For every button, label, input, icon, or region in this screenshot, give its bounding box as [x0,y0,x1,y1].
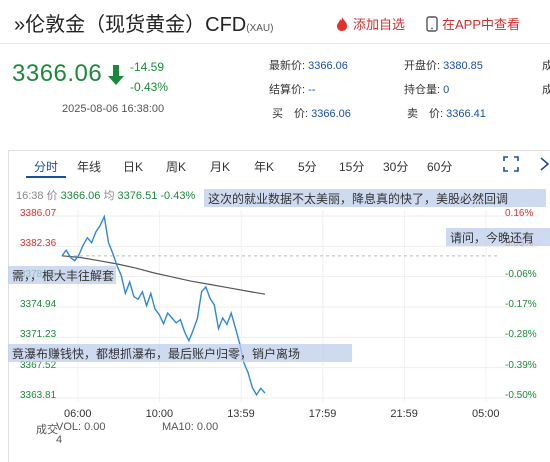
price-change: -14.59 [130,60,165,74]
y-axis-label-right: -0.06% [505,268,537,280]
y-axis-label-left: 3367.52 [20,359,57,371]
tab-weekly-k[interactable]: 周K [166,160,187,174]
info-settle-price: 结算价: -- [269,84,316,96]
y-axis-label-left: 3382.36 [20,238,57,250]
tab-30min[interactable]: 30分 [383,160,409,174]
y-axis-label-right: -0.17% [505,299,537,310]
vol-value: VOL: 0.00 [56,421,106,433]
last-price: 3366.06 [12,60,103,87]
x-axis-label: 13:59 [227,408,255,420]
y-axis-label-right: -0.39% [505,359,537,371]
y-axis-label-left: 3386.07 [20,208,57,219]
tab-daily-k[interactable]: 日K [123,160,144,174]
info-open-interest: 持仓量: 0 [404,84,450,96]
fullscreen-icon[interactable] [503,156,519,172]
arrow-down-icon [108,65,124,85]
tab-year-line[interactable]: 年线 [77,160,102,174]
x-axis-label: 06:00 [64,408,92,420]
fire-icon [337,16,347,31]
x-axis-label: 17:59 [308,408,337,420]
price-change-pct: -0.43% [130,80,169,94]
y-axis-label-left: 3363.81 [20,390,57,401]
y-axis-label-right: 0.16% [505,208,534,219]
info-col3-row1: 成 [542,60,550,72]
open-in-app-button[interactable]: 在APP中查看 [426,14,520,33]
instrument-title: »伦敦金（现货黄金）CFD(XAU) [14,14,274,36]
danmaku-comment: 请问，今晚还有 [446,228,550,246]
chart-panel [8,150,550,462]
volume-count: 4 [56,434,63,446]
danmaku-comment: 这次的就业数据不太美丽，降息真的快了，美股必然回调 [204,189,546,207]
info-bid-price: 买 价: 3366.06 [272,108,351,120]
volume-label: 成交 [36,424,58,436]
x-axis-label: 05:00 [472,408,500,420]
chevron-right-icon[interactable] [538,156,550,172]
chart-legend: 16:38 价 3366.06 均 3376.51 -0.43% [16,190,196,202]
y-axis-label-left: 3374.94 [20,299,57,310]
info-last-price: 最新价: 3366.06 [269,60,348,72]
tab-15min[interactable]: 15分 [339,160,365,174]
active-tab-underline [26,176,66,178]
average-price-line [61,255,266,295]
tab-intraday[interactable]: 分时 [34,160,59,174]
phone-icon [426,15,438,32]
quote-datetime: 2025-08-06 16:38:00 [62,103,165,115]
danmaku-comment: 需，，根大丰往解套 [8,266,116,284]
y-axis-label-right: -0.28% [505,329,537,341]
tab-monthly-k[interactable]: 月K [210,160,231,174]
info-col3-row2: 成 [542,84,550,96]
info-ask-price: 卖 价: 3366.41 [407,108,486,120]
info-open-price: 开盘价: 3380.85 [404,60,483,72]
tab-yearly-k[interactable]: 年K [254,160,275,174]
y-axis-label-right: -0.50% [505,390,537,401]
y-axis-label-left: 3371.23 [20,329,57,341]
price-line [61,214,266,397]
ma10-value: MA10: 0.00 [162,421,219,433]
danmaku-comment: 竟瀑布赚钱快，都想抓瀑布，最后账户归零，销户离场 [8,344,352,362]
x-axis-label: 10:00 [145,408,174,420]
add-watchlist-button[interactable]: 添加自选 [335,14,405,33]
tab-5min[interactable]: 5分 [298,160,317,174]
x-axis-label: 21:59 [390,408,418,420]
header-bar: »伦敦金（现货黄金）CFD(XAU) 添加自选 在APP中查看 [0,0,550,44]
tab-60min[interactable]: 60分 [427,160,453,174]
